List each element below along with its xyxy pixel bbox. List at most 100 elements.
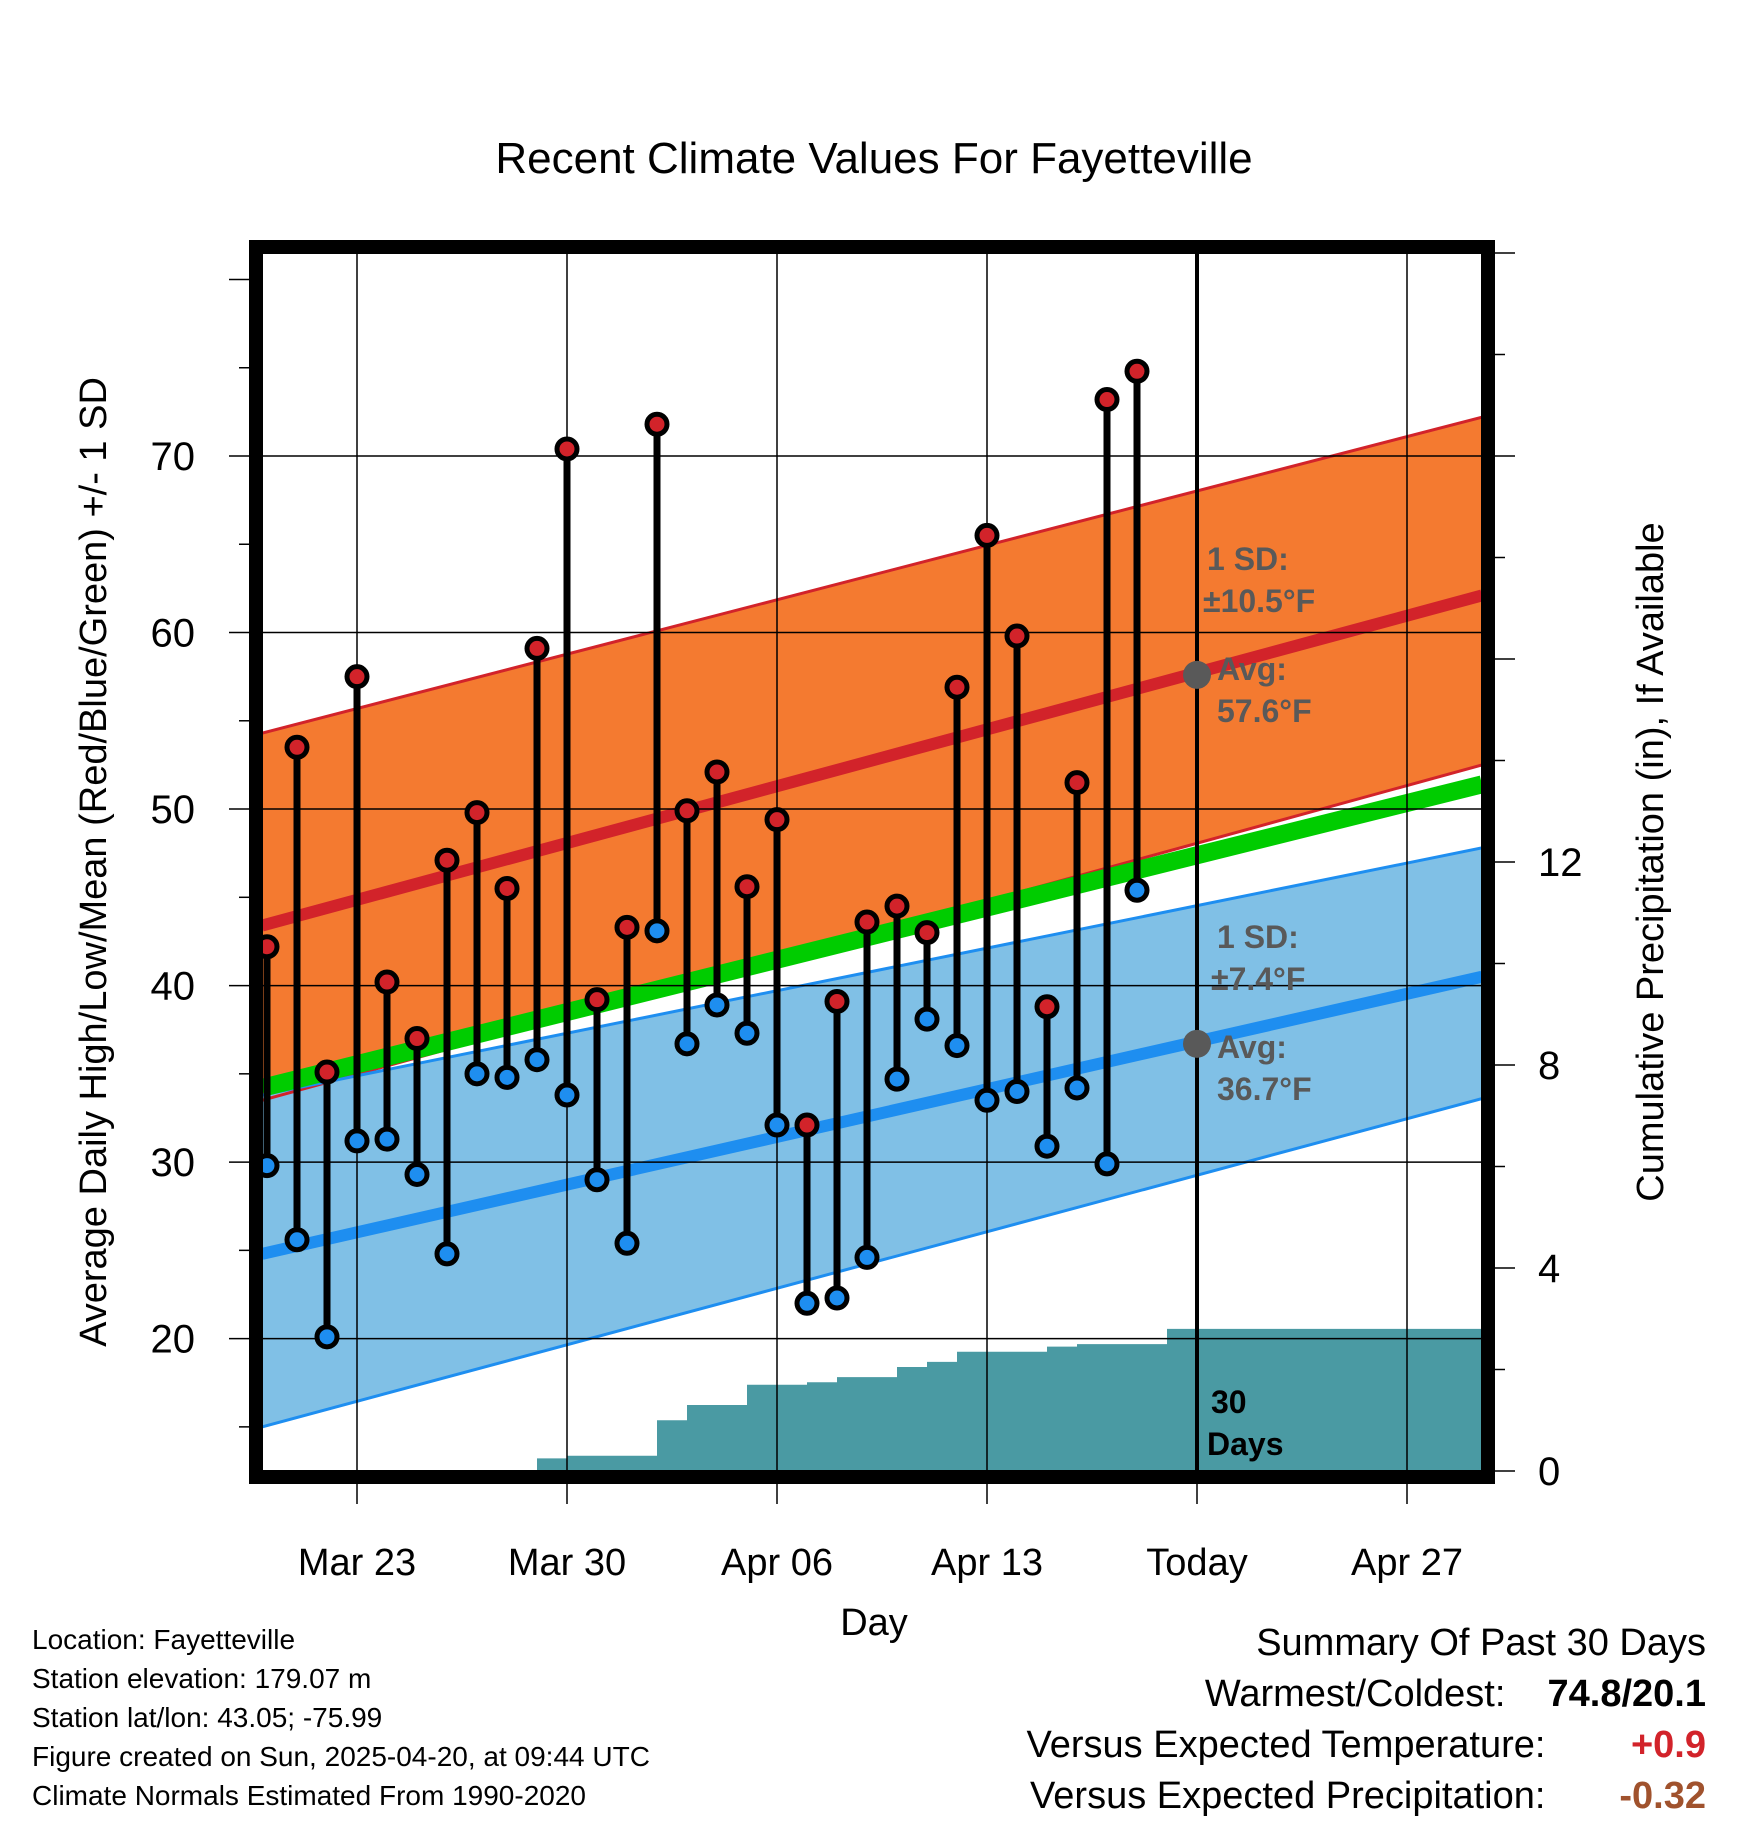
high-temp-point xyxy=(974,522,1000,548)
x-tick-label: Today xyxy=(1146,1542,1247,1584)
low-temp-point xyxy=(584,1167,610,1193)
high-temp-point xyxy=(584,987,610,1013)
high-temp-point xyxy=(1094,387,1120,413)
low-temp-point xyxy=(494,1064,520,1090)
low-temp-point xyxy=(764,1112,790,1138)
plot-area: 1 SD: ±10.5°F Avg: 57.6°F 1 SD: ±7.4°F Avg: 36.… xyxy=(151,240,1583,1584)
y-tick-label: 50 xyxy=(151,788,196,832)
y2-tick-label: 4 xyxy=(1538,1247,1560,1291)
x-axis-title: Day xyxy=(840,1602,908,1644)
precip-label: Versus Expected Precipitation: xyxy=(1030,1775,1546,1817)
low-temp-point xyxy=(614,1230,640,1256)
high-temp-point xyxy=(704,759,730,785)
low-temp-point xyxy=(644,918,670,944)
low-temp-point xyxy=(734,1020,760,1046)
low-temp-point xyxy=(374,1126,400,1152)
low-temp-point xyxy=(464,1061,490,1087)
high-temp-point xyxy=(344,664,370,690)
low-temp-point xyxy=(314,1324,340,1350)
low-temp-point xyxy=(1094,1151,1120,1177)
created-text: Figure created on Sun, 2025-04-20, at 09… xyxy=(32,1741,650,1772)
precipitation-area xyxy=(262,1328,1482,1471)
temp-row: Versus Expected Temperature: +0.9 xyxy=(1027,1720,1706,1771)
location-text: Location: Fayetteville xyxy=(32,1624,296,1655)
low-temp-point xyxy=(554,1082,580,1108)
x-tick-label: Apr 13 xyxy=(931,1542,1043,1584)
high-temp-point xyxy=(884,893,910,919)
y2-tick-label: 8 xyxy=(1538,1044,1560,1088)
latlon-text: Station lat/lon: 43.05; -75.99 xyxy=(32,1702,383,1733)
high-temp-point xyxy=(794,1112,820,1138)
summary-panel: Summary Of Past 30 Days Warmest/Coldest:… xyxy=(1027,1618,1706,1822)
warm-cold-label: Warmest/Coldest: xyxy=(1204,1673,1506,1715)
low-temp-point xyxy=(704,992,730,1018)
high-temp-point xyxy=(434,847,460,873)
plot-content: 1 SD: ±10.5°F Avg: 57.6°F 1 SD: ±7.4°F Avg: 36.… xyxy=(262,253,1482,1471)
high-temp-point xyxy=(404,1026,430,1052)
low-temp-point xyxy=(824,1285,850,1311)
days-label-text: Days xyxy=(1207,1426,1284,1462)
low-temp-point xyxy=(794,1290,820,1316)
high-avg-value: 57.6°F xyxy=(1217,693,1312,729)
low-avg-today-marker xyxy=(1183,1029,1211,1058)
elevation-text: Station elevation: 179.07 m xyxy=(32,1663,372,1694)
low-avg-line xyxy=(262,970,1482,1260)
low-sd-value: ±7.4°F xyxy=(1211,961,1305,997)
low-temp-point xyxy=(1004,1078,1030,1104)
x-tick-label: Apr 06 xyxy=(721,1542,833,1584)
low-temp-point xyxy=(854,1244,880,1270)
high-sd-upper-edge xyxy=(262,415,1482,735)
days-label-number: 30 xyxy=(1211,1384,1247,1420)
low-temp-point xyxy=(884,1066,910,1092)
mean-avg-line xyxy=(262,775,1482,1097)
y2-tick-label: 0 xyxy=(1538,1450,1560,1494)
high-temp-point xyxy=(674,798,700,824)
precip-row: Versus Expected Precipitation: -0.32 xyxy=(1027,1771,1706,1822)
low-temp-point xyxy=(914,1006,940,1032)
high-temp-point xyxy=(464,800,490,826)
high-temp-point xyxy=(734,874,760,900)
y2-tick-label: 12 xyxy=(1538,841,1583,885)
high-temp-point xyxy=(262,934,280,960)
low-temp-point xyxy=(262,1153,280,1179)
x-tick-label: Apr 27 xyxy=(1351,1542,1463,1584)
low-sd-label: 1 SD: xyxy=(1217,919,1299,955)
x-tick-label: Mar 23 xyxy=(298,1542,416,1584)
high-temp-point xyxy=(614,914,640,940)
high-temp-point xyxy=(1004,623,1030,649)
low-temp-point xyxy=(404,1161,430,1187)
y2-axis-title: Cumulative Precipitation (in), If Availa… xyxy=(1630,522,1672,1201)
y-axis-title: Average Daily High/Low/Mean (Red/Blue/Gr… xyxy=(73,377,115,1347)
high-temp-point xyxy=(854,909,880,935)
high-temp-point xyxy=(554,436,580,462)
low-temp-point xyxy=(674,1031,700,1057)
low-temp-point xyxy=(974,1087,1000,1113)
high-temp-point xyxy=(1064,770,1090,796)
high-temp-point xyxy=(374,969,400,995)
high-temp-point xyxy=(914,920,940,946)
y-tick-label: 40 xyxy=(151,965,196,1009)
low-temp-point xyxy=(944,1033,970,1059)
temp-value: +0.9 xyxy=(1630,1724,1706,1766)
high-sd-label: 1 SD: xyxy=(1207,541,1289,577)
y-tick-label: 20 xyxy=(151,1318,196,1362)
precip-value: -0.32 xyxy=(1619,1775,1706,1817)
y-tick-label: 70 xyxy=(151,435,196,479)
low-temp-point xyxy=(284,1227,310,1253)
x-tick-label: Mar 30 xyxy=(508,1542,626,1584)
low-temp-point xyxy=(524,1047,550,1073)
low-temp-point xyxy=(1064,1075,1090,1101)
low-avg-label: Avg: xyxy=(1217,1029,1287,1065)
high-temp-point xyxy=(1034,994,1060,1020)
low-sd-upper-edge xyxy=(262,846,1482,1097)
summary-title: Summary Of Past 30 Days xyxy=(1256,1622,1706,1664)
temp-label: Versus Expected Temperature: xyxy=(1026,1724,1546,1766)
low-avg-value: 36.7°F xyxy=(1217,1071,1312,1107)
low-temp-point xyxy=(1034,1133,1060,1159)
normals-text: Climate Normals Estimated From 1990-2020 xyxy=(32,1780,586,1811)
high-avg-label: Avg: xyxy=(1217,651,1287,687)
high-temp-point xyxy=(524,635,550,661)
y-tick-label: 30 xyxy=(151,1141,196,1185)
low-temp-point xyxy=(344,1128,370,1154)
